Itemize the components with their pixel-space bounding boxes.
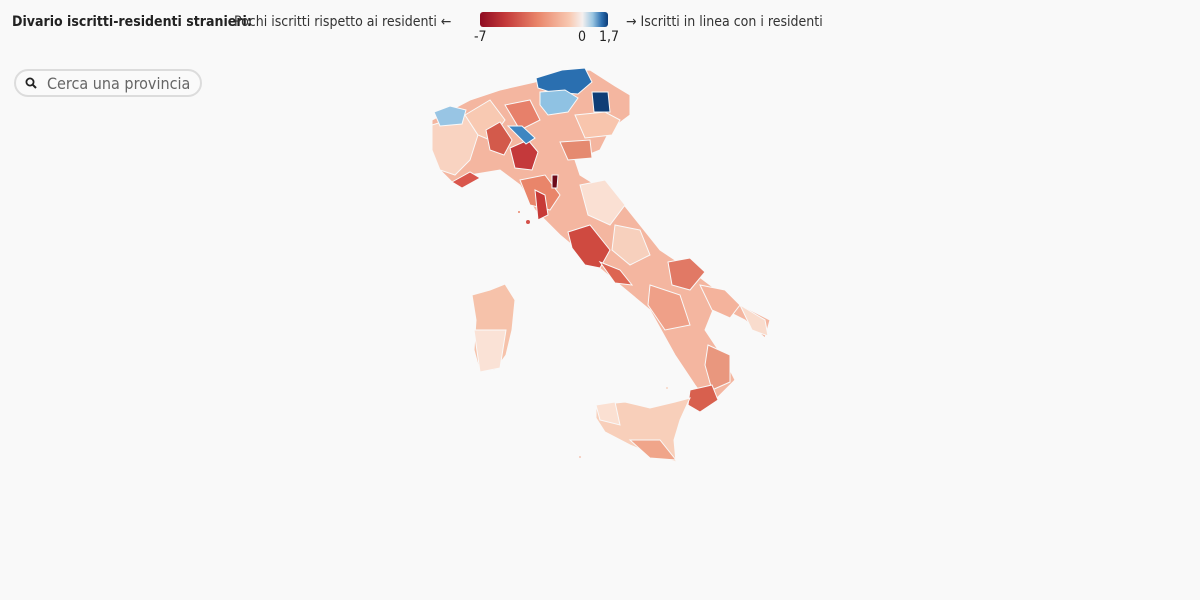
legend-left-label: Pochi iscritti rispetto ai residenti ←: [234, 14, 452, 30]
island-shape: [578, 455, 582, 459]
legend-right-label: → Iscritti in linea con i residenti: [626, 14, 823, 30]
province-shape[interactable]: [485, 121, 513, 156]
province-shape[interactable]: [647, 284, 691, 331]
province-shape[interactable]: [534, 189, 549, 221]
italy-provinces: [431, 67, 771, 463]
island-shape: [525, 219, 531, 225]
search-input[interactable]: [45, 72, 197, 94]
island-shape: [665, 386, 669, 390]
province-shape[interactable]: [559, 139, 593, 161]
legend-title: Divario iscritti-residenti stranieri:: [12, 14, 252, 30]
province-shape[interactable]: [473, 329, 507, 373]
color-scale-bar: [480, 12, 608, 27]
legend-tick-min: -7: [474, 29, 487, 45]
province-shape[interactable]: [667, 257, 706, 291]
province-shape[interactable]: [699, 284, 741, 319]
province-shape[interactable]: [591, 91, 611, 113]
province-shape[interactable]: [704, 344, 731, 391]
province-shape[interactable]: [451, 171, 481, 189]
province-shape[interactable]: [539, 89, 579, 116]
legend-tick-max: 1,7: [599, 29, 620, 45]
province-shape[interactable]: [433, 105, 467, 127]
province-search[interactable]: [14, 69, 202, 97]
province-shape[interactable]: [504, 99, 541, 131]
province-shape[interactable]: [628, 439, 678, 461]
province-shape[interactable]: [611, 224, 651, 266]
search-icon: [25, 77, 37, 89]
island-shape: [517, 210, 521, 214]
province-shape[interactable]: [595, 397, 691, 463]
province-shape[interactable]: [738, 303, 769, 337]
legend-tick-zero: 0: [578, 29, 587, 45]
province-shape[interactable]: [687, 384, 719, 413]
province-shape[interactable]: [551, 174, 559, 189]
province-shape[interactable]: [535, 67, 593, 95]
province-shape[interactable]: [567, 224, 611, 269]
province-shape[interactable]: [595, 401, 621, 426]
province-shape[interactable]: [574, 111, 621, 139]
province-shape[interactable]: [579, 179, 626, 226]
province-shape[interactable]: [506, 125, 536, 145]
province-shape[interactable]: [598, 260, 634, 286]
